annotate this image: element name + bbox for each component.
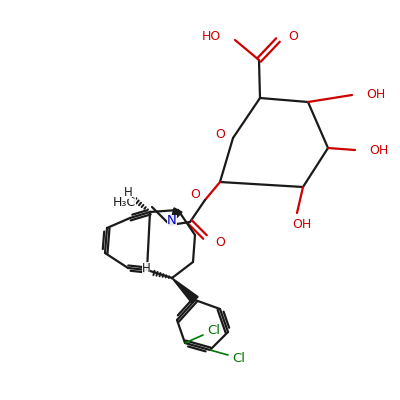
Text: Cl: Cl	[207, 324, 220, 338]
Text: H: H	[142, 262, 150, 274]
Text: H₃C: H₃C	[113, 196, 136, 208]
Text: Cl: Cl	[232, 352, 245, 364]
Text: OH: OH	[369, 144, 388, 156]
Text: HO: HO	[202, 30, 221, 44]
Text: OH: OH	[366, 88, 385, 102]
Text: O: O	[215, 128, 225, 142]
Text: O: O	[288, 30, 298, 44]
Text: O: O	[215, 236, 225, 248]
Polygon shape	[170, 208, 182, 225]
Polygon shape	[172, 278, 198, 303]
Text: OH: OH	[292, 218, 312, 232]
Text: N: N	[167, 214, 177, 228]
Text: H: H	[124, 186, 132, 198]
Text: O: O	[190, 188, 200, 200]
